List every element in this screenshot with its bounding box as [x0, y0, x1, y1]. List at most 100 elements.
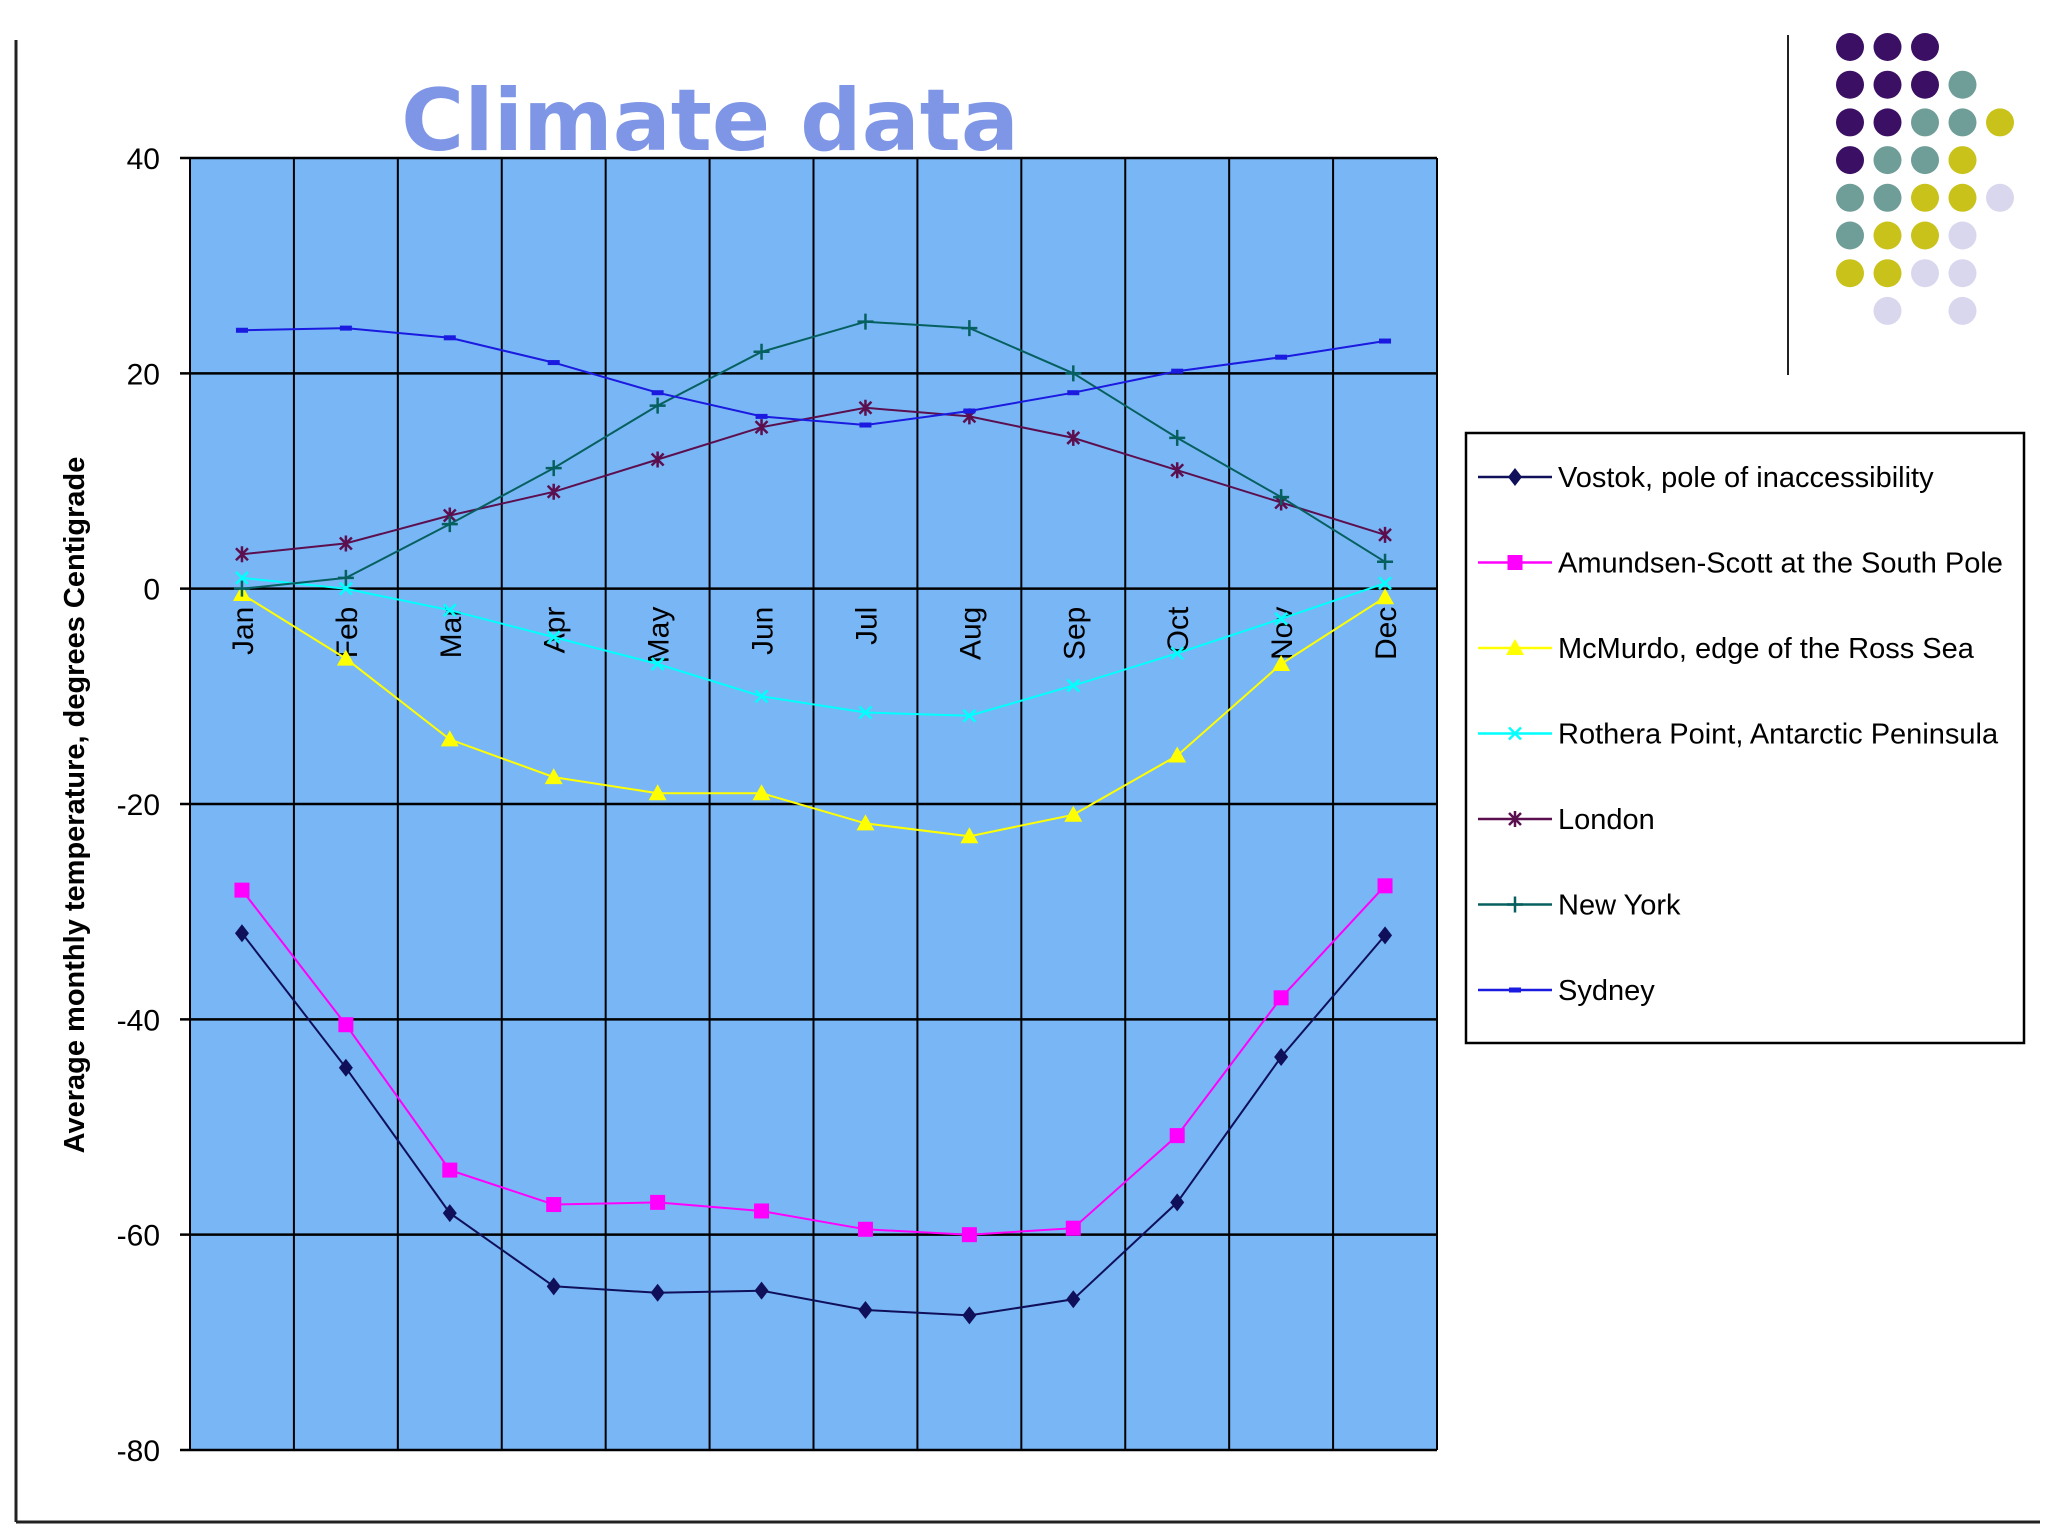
legend-item: Sydney [1478, 975, 1655, 1007]
y-axis-label: Average monthly temperature, degrees Cen… [59, 457, 91, 1154]
data-point-marker [1272, 655, 1291, 672]
data-point-marker [1065, 365, 1082, 382]
data-point-marker [336, 649, 355, 666]
data-point-marker [338, 581, 353, 596]
decorative-dot [1911, 33, 1939, 61]
y-tick-label: -80 [117, 1435, 160, 1468]
data-point-marker [857, 1221, 873, 1237]
decorative-dot [1836, 146, 1864, 175]
data-point-marker [442, 603, 457, 618]
decorative-dot [1873, 259, 1902, 288]
legend-label: Sydney [1558, 975, 1655, 1007]
series-rothera-point [235, 571, 1392, 723]
data-point-marker [1379, 338, 1392, 344]
data-point-marker [962, 708, 977, 723]
series-group [232, 313, 1395, 1325]
decorative-dot [1873, 108, 1902, 137]
data-point-marker [1066, 1290, 1081, 1309]
legend: Vostok, pole of inaccessibility Amundsen-… [1478, 462, 2003, 1007]
series-london [235, 399, 1392, 563]
data-point-marker [1067, 390, 1080, 396]
data-point-marker [961, 320, 978, 337]
series-new-york [233, 313, 1394, 597]
series-line [241, 327, 1386, 427]
data-point-marker [1065, 1220, 1081, 1236]
data-point-marker [1171, 368, 1184, 374]
decorative-dot [1911, 221, 1939, 250]
gridlines [180, 156, 1438, 1452]
data-point-marker [1509, 987, 1521, 993]
data-point-marker [650, 451, 665, 468]
data-point-marker [441, 516, 458, 533]
legend-item: Rothera Point, Antarctic Peninsula [1478, 719, 1999, 751]
x-tick-label: Sep [1058, 607, 1091, 660]
data-point-marker [443, 335, 456, 341]
data-point-marker [859, 422, 872, 428]
legend-item: Amundsen-Scott at the South Pole [1478, 548, 2003, 580]
data-point-marker [338, 1058, 353, 1077]
data-point-marker [1508, 726, 1522, 741]
data-point-marker [338, 535, 353, 552]
y-tick-label: 0 [143, 574, 160, 607]
data-point-marker [753, 343, 770, 360]
data-point-marker [858, 399, 873, 416]
legend-label: Amundsen-Scott at the South Pole [1558, 548, 2003, 580]
decorative-dot [1948, 183, 1977, 212]
data-point-marker [961, 1227, 977, 1243]
data-point-marker [963, 408, 976, 414]
decorative-dot [1836, 108, 1864, 137]
data-point-marker [546, 483, 561, 500]
data-point-marker [1378, 576, 1392, 591]
data-point-marker [1168, 746, 1187, 763]
data-point-marker [649, 397, 666, 414]
x-axis-ticks: Jan Feb Mar Apr May Jun Jul Aug Sep Oct Nov Dec [227, 606, 1403, 663]
decorative-dot [1911, 146, 1939, 175]
data-point-marker [857, 313, 874, 330]
data-point-marker [1066, 429, 1081, 446]
decorative-dot [1873, 70, 1902, 99]
series-line [241, 576, 1386, 717]
y-axis-ticks: -80 -60 -40 -20 0 20 40 [117, 143, 160, 1468]
decorative-dot [1836, 221, 1864, 250]
data-point-marker [546, 1277, 561, 1296]
data-point-marker [235, 327, 248, 333]
x-tick-label: Mar [435, 607, 468, 659]
data-point-marker [1274, 1048, 1289, 1067]
series-sydney [235, 325, 1392, 428]
x-tick-label: Jul [850, 607, 883, 645]
data-point-marker [754, 1203, 770, 1219]
legend-box [1464, 431, 2026, 1045]
data-point-marker [1506, 639, 1524, 655]
data-point-marker [648, 784, 667, 801]
data-point-marker [1275, 354, 1288, 360]
x-tick-label: Aug [954, 607, 987, 660]
data-point-marker [1378, 526, 1392, 543]
data-point-marker [233, 580, 250, 597]
data-point-marker [1507, 896, 1523, 913]
series-vostok [234, 924, 1393, 1325]
decorative-dot [1948, 296, 1977, 325]
data-point-marker [339, 325, 352, 331]
data-point-marker [754, 419, 769, 436]
decorative-dot [1836, 259, 1864, 288]
data-point-marker [650, 1283, 665, 1302]
data-point-marker [651, 390, 664, 396]
decorative-dot [1948, 146, 1977, 175]
decorative-dot [1873, 221, 1902, 250]
x-tick-label: Feb [331, 607, 364, 659]
series-line [241, 593, 1386, 838]
data-point-marker [650, 1194, 666, 1210]
data-point-marker [752, 784, 771, 801]
decorative-dot [1948, 108, 1977, 137]
decorative-dot [1873, 33, 1902, 61]
series-line [241, 885, 1386, 1236]
y-tick-label: 40 [127, 143, 160, 176]
decorative-dot [1873, 183, 1902, 212]
data-point-marker [338, 1017, 354, 1033]
decorative-dot [1873, 296, 1902, 325]
data-point-marker [650, 657, 665, 671]
decorative-dot [1911, 70, 1939, 99]
data-point-marker [1064, 805, 1083, 822]
data-point-marker [544, 768, 563, 785]
data-point-marker [1273, 990, 1289, 1006]
